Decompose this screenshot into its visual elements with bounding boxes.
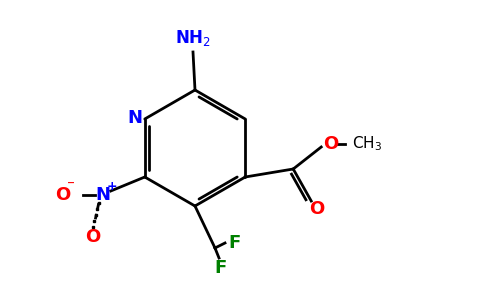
Text: F: F bbox=[215, 259, 227, 277]
Text: F: F bbox=[229, 234, 241, 252]
Text: +: + bbox=[106, 181, 117, 194]
Text: CH$_3$: CH$_3$ bbox=[352, 135, 382, 153]
Text: O: O bbox=[55, 186, 70, 204]
Text: O: O bbox=[85, 228, 100, 246]
Text: O: O bbox=[310, 200, 325, 218]
Text: NH$_2$: NH$_2$ bbox=[175, 28, 211, 48]
Text: N: N bbox=[95, 186, 110, 204]
Text: ⁻: ⁻ bbox=[67, 178, 75, 194]
Text: N: N bbox=[127, 109, 142, 127]
Text: O: O bbox=[324, 135, 339, 153]
